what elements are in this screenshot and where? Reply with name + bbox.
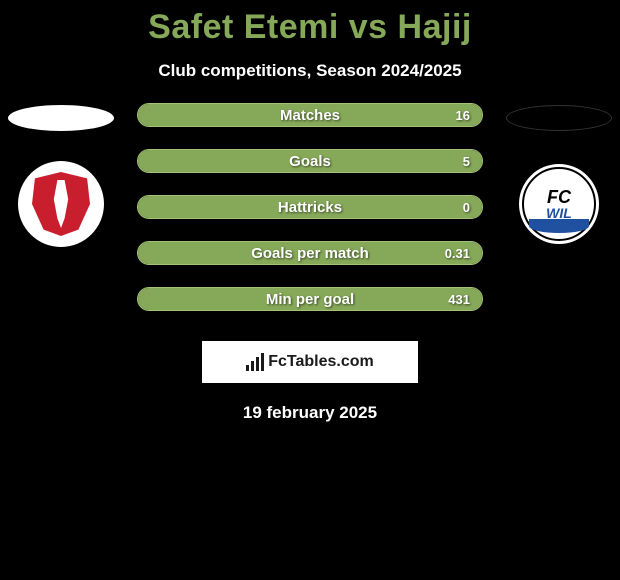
stat-value: 16 xyxy=(456,108,470,123)
badge-text-fc: FC xyxy=(547,188,571,206)
stat-bar-goals-per-match: Goals per match 0.31 xyxy=(137,241,483,265)
season-subtitle: Club competitions, Season 2024/2025 xyxy=(0,61,620,81)
stat-bar-matches: Matches 16 xyxy=(137,103,483,127)
date-text: 19 february 2025 xyxy=(0,403,620,423)
left-club-badge xyxy=(18,161,104,247)
club-circle-icon: FC WIL xyxy=(522,167,596,241)
shield-icon xyxy=(32,172,90,236)
stat-label: Hattricks xyxy=(138,199,482,216)
left-marker-ellipse xyxy=(8,105,114,131)
stat-label: Goals xyxy=(138,153,482,170)
stats-column: Matches 16 Goals 5 Hattricks 0 Goals per… xyxy=(137,103,483,311)
swoosh-icon xyxy=(529,219,589,233)
brand-text: FcTables.com xyxy=(268,353,374,371)
stat-label: Goals per match xyxy=(138,245,482,262)
stat-bar-hattricks: Hattricks 0 xyxy=(137,195,483,219)
left-player-column xyxy=(8,103,114,247)
stat-label: Min per goal xyxy=(138,291,482,308)
right-marker-ellipse xyxy=(506,105,612,131)
shield-stripe-icon xyxy=(52,180,70,228)
badge-text-wil: WIL xyxy=(546,206,572,220)
content-area: FC WIL Matches 16 Goals 5 Hattricks 0 xyxy=(0,103,620,311)
right-club-badge: FC WIL xyxy=(516,161,602,247)
bar-chart-icon xyxy=(246,353,264,371)
brand-box: FcTables.com xyxy=(202,341,418,383)
stat-value: 5 xyxy=(463,154,470,169)
stat-value: 0 xyxy=(463,200,470,215)
stat-value: 431 xyxy=(448,292,470,307)
infographic-container: Safet Etemi vs Hajij Club competitions, … xyxy=(0,0,620,580)
comparison-title: Safet Etemi vs Hajij xyxy=(0,0,620,47)
stat-bar-min-per-goal: Min per goal 431 xyxy=(137,287,483,311)
stat-bar-goals: Goals 5 xyxy=(137,149,483,173)
right-player-column: FC WIL xyxy=(506,103,612,247)
stat-value: 0.31 xyxy=(445,246,470,261)
stat-label: Matches xyxy=(138,107,482,124)
